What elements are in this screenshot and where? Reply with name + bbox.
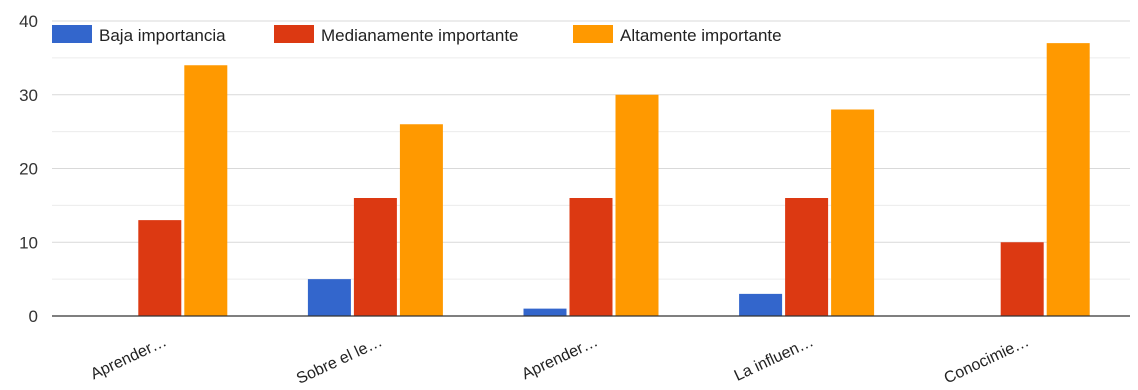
y-tick-label: 10	[19, 233, 38, 252]
bar	[785, 198, 829, 316]
bar	[184, 65, 228, 316]
legend-label: Medianamente importante	[321, 26, 519, 45]
bar	[831, 109, 875, 316]
legend-label: Altamente importante	[620, 26, 782, 45]
bars	[138, 43, 1090, 316]
bar	[615, 94, 659, 316]
x-tick-label: Conocimie…	[942, 333, 1032, 387]
bar	[739, 293, 783, 316]
legend-label: Baja importancia	[99, 26, 226, 45]
x-tick-label: Sobre el le…	[294, 333, 385, 387]
legend: Baja importancia Medianamente importante A…	[52, 25, 782, 45]
y-tick-label: 20	[19, 160, 38, 179]
bar	[1000, 242, 1044, 316]
y-tick-label: 30	[19, 86, 38, 105]
y-tick-label: 40	[19, 12, 38, 31]
y-axis: 0 10 20 30 40	[19, 12, 38, 326]
bar	[523, 308, 567, 316]
bar	[399, 124, 443, 316]
legend-swatch	[274, 25, 314, 43]
legend-swatch	[573, 25, 613, 43]
legend-swatch	[52, 25, 92, 43]
bar	[307, 279, 351, 316]
x-tick-label: La influen…	[732, 333, 817, 384]
x-axis: Aprender… Sobre el le… Aprender… La influen…	[88, 333, 1032, 387]
bar	[138, 220, 182, 316]
bar	[569, 198, 613, 316]
x-tick-label: Aprender…	[519, 333, 600, 383]
y-tick-label: 0	[29, 307, 38, 326]
bar	[353, 198, 397, 316]
x-tick-label: Aprender…	[88, 333, 169, 383]
bar	[1046, 43, 1090, 316]
